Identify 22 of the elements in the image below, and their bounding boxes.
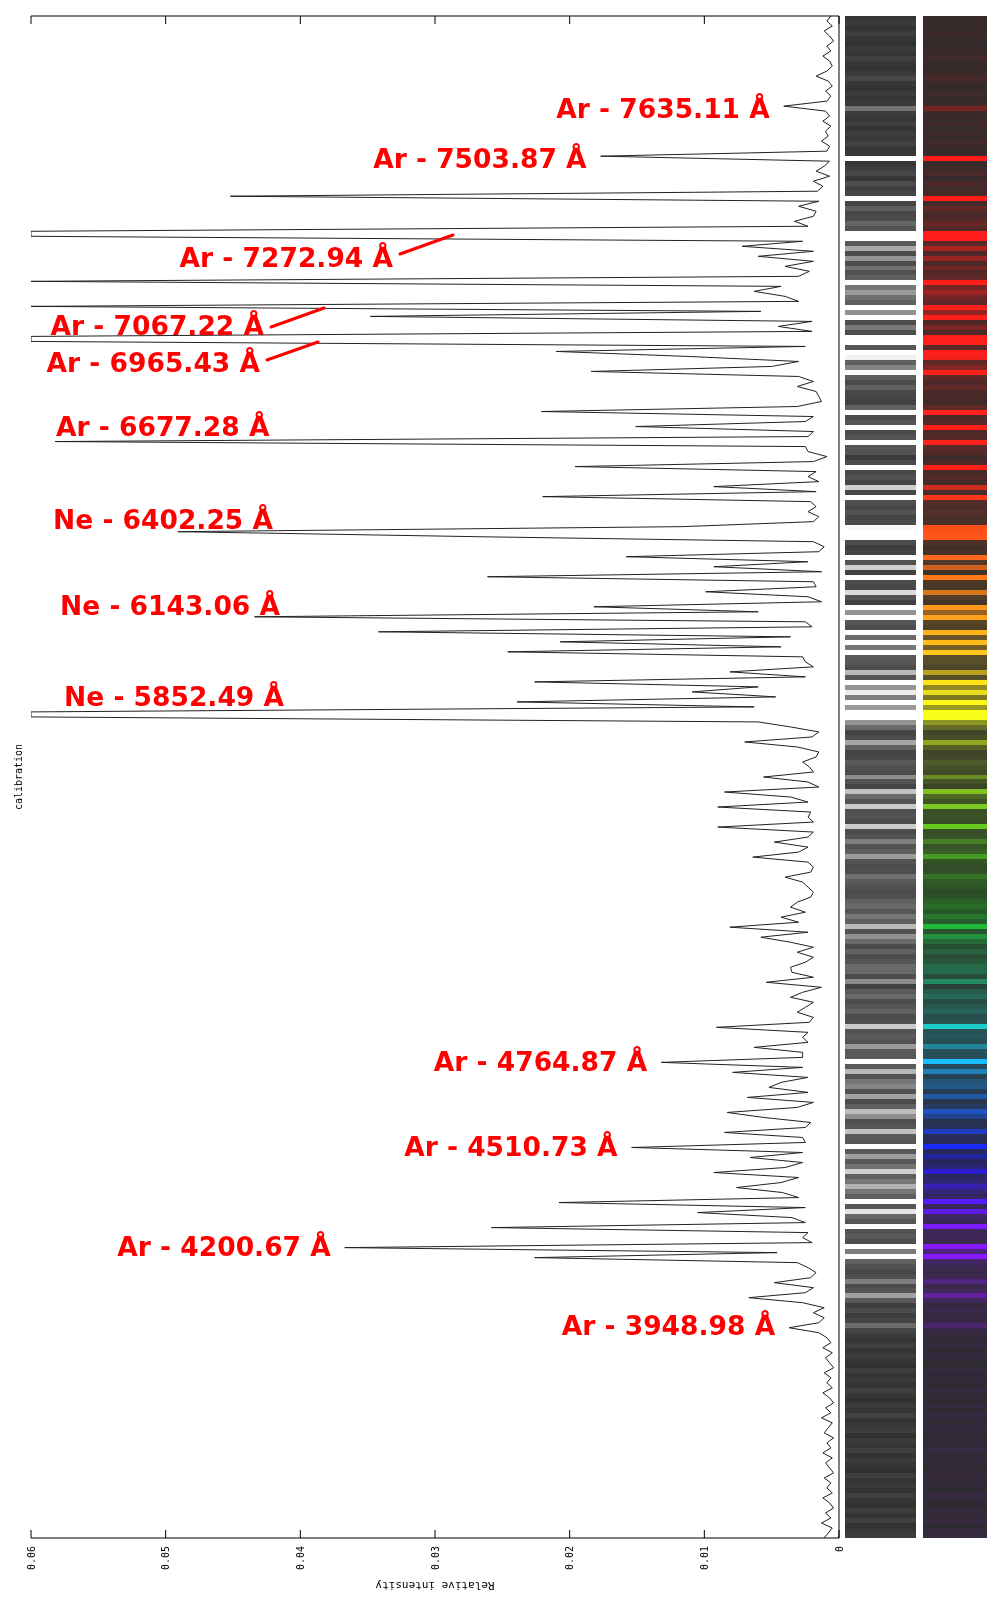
- x-tick-label: 0.04: [294, 1546, 306, 1571]
- x-tick-label: 0.01: [698, 1546, 710, 1571]
- annotation: Ar - 7503.87 Å: [373, 142, 588, 174]
- annotation: Ar - 7067.22 Å: [50, 309, 265, 341]
- x-tick-label: 0.02: [564, 1546, 576, 1571]
- annotation: Ar - 3948.98 Å: [561, 1310, 776, 1342]
- x-axis-title: Relative intensity: [375, 1579, 495, 1593]
- annotation: Ar - 7635.11 Å: [556, 92, 771, 124]
- annotation: Ne - 6143.06 Å: [60, 589, 281, 621]
- annotation: Ar - 6677.28 Å: [56, 410, 270, 442]
- annotation: Ne - 6402.25 Å: [53, 503, 274, 535]
- x-tick-label: 0.03: [429, 1546, 441, 1571]
- x-tick-label: 0.06: [25, 1546, 37, 1571]
- y-axis-title: calibration: [12, 743, 24, 811]
- annotation: Ar - 7272.94 Å: [179, 241, 394, 273]
- x-tick-label: 0.05: [160, 1546, 172, 1571]
- annotation: Ne - 5852.49 Å: [64, 680, 285, 712]
- annotation: Ar - 6965.43 Å: [46, 346, 261, 378]
- annotation: Ar - 4764.87 Å: [433, 1045, 648, 1077]
- annotation: Ar - 4200.67 Å: [117, 1230, 332, 1262]
- annotation: Ar - 4510.73 Å: [404, 1130, 619, 1162]
- x-tick-label: 0: [833, 1546, 845, 1553]
